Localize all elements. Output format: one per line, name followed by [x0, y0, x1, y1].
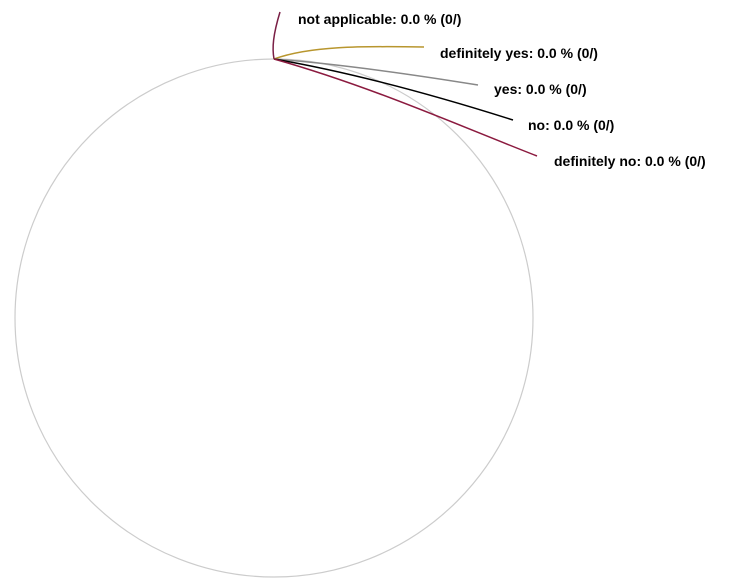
leader-line-definitely-yes [273, 45, 425, 60]
slice-label-yes: yes: 0.0 % (0/) [494, 81, 587, 97]
leader-line-yes [273, 58, 479, 86]
slice-label-definitely-no: definitely no: 0.0 % (0/) [554, 153, 706, 169]
slice-labels: not applicable: 0.0 % (0/) definitely yes… [298, 11, 706, 169]
slice-label-not-applicable: not applicable: 0.0 % (0/) [298, 11, 461, 27]
leader-line-no [273, 58, 514, 121]
slice-label-definitely-yes: definitely yes: 0.0 % (0/) [440, 45, 598, 61]
leader-line-definitely-no [273, 58, 538, 157]
pie-circle [14, 58, 534, 578]
leader-lines [272, 11, 538, 157]
slice-label-no: no: 0.0 % (0/) [528, 117, 614, 133]
leader-line-not-applicable [272, 11, 281, 60]
